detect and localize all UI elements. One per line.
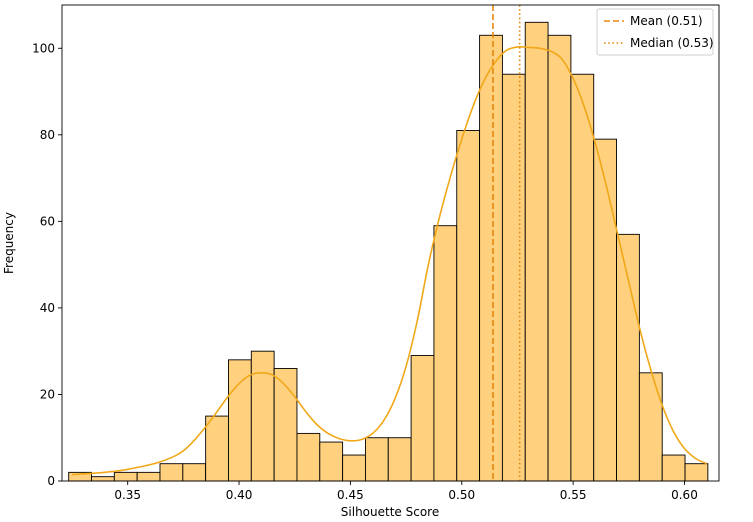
histogram-bar (296, 432, 321, 482)
histogram-bar (570, 73, 595, 482)
histogram-bars (68, 21, 709, 482)
histogram-bar (547, 34, 572, 482)
legend-box (596, 8, 714, 56)
histogram-bar (205, 415, 229, 482)
y-tick-label: 40 (40, 301, 55, 315)
y-tick-label: 0 (47, 474, 55, 488)
histogram-bar (319, 441, 344, 482)
histogram-bar (684, 463, 709, 482)
histogram-bar (456, 130, 481, 482)
legend-median-label: Median (0.53) (630, 36, 714, 50)
reference-lines (492, 5, 521, 481)
y-axis-ticks: 0 20 40 60 80 100 (32, 41, 62, 488)
histogram-bar (661, 454, 686, 482)
x-tick-label: 0.50 (448, 488, 475, 502)
kde-curve (71, 45, 708, 476)
histogram-bar (250, 350, 275, 482)
legend-mean-label: Mean (0.51) (630, 14, 703, 28)
legend: Mean (0.51) Median (0.53) (596, 8, 714, 56)
histogram-bar (113, 471, 138, 482)
histogram-bar (387, 437, 412, 482)
histogram-bar (342, 454, 366, 482)
plot-frame (61, 4, 720, 482)
y-tick-label: 20 (40, 387, 55, 401)
y-axis-label: Frequency (2, 212, 16, 274)
histogram-bar (524, 21, 549, 482)
x-tick-label: 0.60 (671, 488, 698, 502)
histogram-bar (593, 138, 618, 482)
histogram-bar (616, 233, 640, 482)
histogram-bar (501, 73, 526, 482)
histogram-bar (136, 471, 161, 482)
histogram-bar (410, 355, 435, 482)
x-axis-ticks: 0.35 0.40 0.45 0.50 0.55 0.60 (114, 481, 698, 502)
y-tick-label: 60 (40, 214, 55, 228)
histogram-bar (479, 34, 503, 482)
x-tick-label: 0.55 (560, 488, 587, 502)
x-tick-label: 0.35 (114, 488, 141, 502)
x-tick-label: 0.40 (226, 488, 253, 502)
y-tick-label: 100 (32, 41, 55, 55)
histogram-bar (159, 463, 184, 482)
histogram-bar (182, 463, 207, 482)
histogram-bar (433, 225, 458, 482)
histogram-bar (228, 359, 252, 482)
histogram-bar (364, 437, 389, 482)
y-tick-label: 80 (40, 128, 55, 142)
x-axis-label: Silhouette Score (341, 505, 439, 519)
histogram-bar (638, 372, 663, 482)
histogram-bar (91, 476, 115, 482)
x-tick-label: 0.45 (337, 488, 364, 502)
